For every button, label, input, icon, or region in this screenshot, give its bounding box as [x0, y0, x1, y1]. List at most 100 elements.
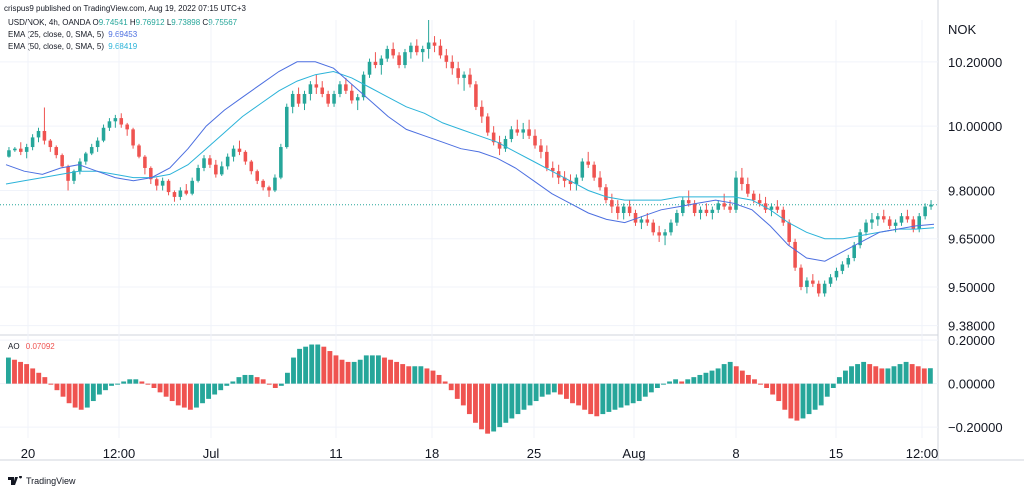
candle — [763, 196, 768, 213]
ao-bar — [327, 351, 333, 384]
candle — [816, 280, 821, 297]
candle — [385, 45, 390, 62]
ema25-legend: EMA (25, close, 0, SMA, 5) 9.69453 — [8, 30, 137, 39]
candle-body — [296, 93, 301, 104]
candle — [887, 216, 892, 230]
candle — [308, 81, 313, 101]
candle — [355, 93, 360, 111]
candle — [876, 212, 880, 226]
candle-body — [101, 127, 106, 141]
ao-legend: AO 0.07092 — [8, 342, 55, 351]
candle-body — [905, 216, 910, 220]
ao-bar — [636, 383, 642, 402]
low-value: 9.73898 — [171, 18, 201, 27]
ao-bar — [661, 383, 666, 385]
footer[interactable]: TradingView — [8, 476, 76, 486]
candle — [261, 179, 265, 191]
ao-tick-label: 0.00000 — [948, 377, 995, 392]
candle-body — [450, 61, 455, 69]
candle-body — [681, 200, 685, 213]
price-tick-label: 10.00000 — [948, 119, 1002, 134]
candle — [214, 159, 218, 178]
candle-body — [663, 232, 667, 236]
candle — [119, 113, 124, 128]
candle-body — [474, 84, 478, 107]
ao-bar — [36, 372, 42, 384]
candle-body — [456, 68, 460, 78]
candle — [633, 209, 638, 226]
ao-bar — [491, 383, 497, 432]
candle-body — [911, 219, 916, 230]
candle — [243, 150, 248, 165]
candle-body — [728, 206, 732, 210]
candle-body — [568, 180, 573, 185]
ao-bar — [515, 383, 521, 415]
ao-bar — [200, 383, 205, 404]
candle — [107, 118, 112, 131]
ao-bar — [369, 355, 375, 384]
candle — [24, 143, 29, 159]
candle-body — [840, 264, 845, 271]
candle — [19, 142, 23, 156]
candle-body — [119, 118, 124, 125]
candle-body — [302, 93, 307, 104]
candle-body — [545, 151, 549, 168]
candle — [899, 212, 904, 226]
ao-bar — [703, 372, 709, 384]
candle-body — [344, 84, 348, 91]
ao-pane — [6, 344, 933, 434]
candle — [143, 155, 147, 175]
candle — [397, 52, 401, 69]
candle-body — [166, 180, 171, 193]
candle — [615, 200, 620, 220]
open-value: 9.74541 — [98, 18, 128, 27]
ao-bar — [479, 383, 484, 430]
ao-bar — [909, 364, 915, 384]
candle-body — [214, 164, 218, 175]
ao-bar — [588, 383, 594, 415]
ao-bar — [788, 383, 794, 419]
candle-body — [929, 204, 933, 207]
candle — [846, 254, 851, 268]
candle — [480, 100, 484, 123]
candle — [805, 277, 809, 294]
candle — [54, 145, 59, 159]
candle-body — [160, 180, 165, 186]
candle — [769, 203, 774, 217]
ao-bar — [230, 381, 236, 384]
symbol-legend: USD/NOK, 4h, OANDA O9.74541 H9.76912 L9.… — [8, 18, 237, 27]
candle — [36, 127, 41, 143]
candle — [503, 135, 508, 152]
candle — [568, 174, 573, 191]
price-tick-label: 9.80000 — [948, 183, 995, 198]
ao-tick-label: 0.20000 — [948, 333, 995, 348]
candle — [604, 184, 608, 204]
ao-bar — [382, 357, 387, 384]
ao-bar — [109, 383, 114, 386]
candle-body — [361, 74, 366, 98]
ao-bar — [667, 381, 672, 384]
candle-body — [698, 209, 703, 213]
candle — [184, 184, 189, 196]
ao-bar — [60, 383, 66, 397]
candle-body — [580, 161, 585, 178]
candle — [562, 171, 567, 188]
candle-body — [267, 187, 271, 191]
candle-body — [125, 124, 129, 130]
candle-body — [485, 116, 490, 133]
candle-body — [84, 153, 88, 162]
candle — [828, 274, 833, 287]
price-chart[interactable]: 10.20000 10.00000 9.80000 9.65000 9.50000 9.3… — [0, 0, 1024, 470]
ao-bar — [867, 364, 873, 384]
ao-bar — [654, 383, 660, 388]
close-value: 9.75567 — [208, 18, 238, 27]
candle — [840, 261, 845, 275]
candle — [627, 200, 632, 217]
ao-bar — [145, 383, 151, 385]
ao-bar — [272, 383, 278, 388]
candle — [515, 119, 520, 136]
candle — [172, 190, 177, 202]
ao-bar — [673, 379, 679, 384]
candle-body — [899, 216, 904, 223]
ao-bar — [54, 383, 60, 391]
